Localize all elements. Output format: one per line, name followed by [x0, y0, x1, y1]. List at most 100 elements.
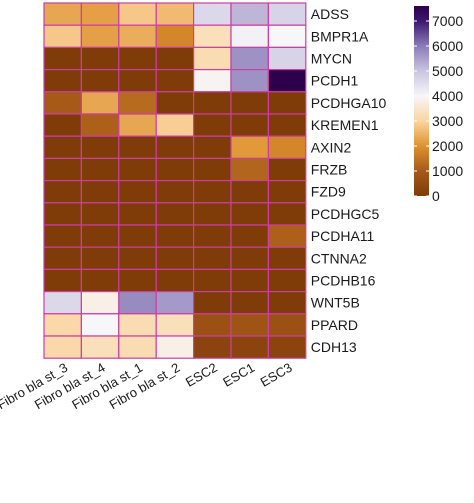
heatmap-cell: [43, 291, 83, 315]
column-label: ESC1: [220, 360, 257, 390]
heatmap-cell: [43, 224, 83, 248]
heatmap-cell: [155, 68, 195, 93]
heatmap-cell: [118, 313, 157, 337]
row-label: KREMEN1: [311, 117, 379, 133]
heatmap-cell: [230, 291, 270, 315]
heatmap-cell: [155, 46, 195, 71]
row-label: PCDHGA10: [311, 95, 387, 111]
heatmap-cell: [230, 313, 270, 337]
colorbar-tick-label: 7000: [432, 13, 463, 29]
column-label: ESC2: [183, 360, 220, 390]
heatmap-cell: [118, 113, 157, 137]
heatmap-cell: [230, 91, 270, 115]
heatmap-cell: [43, 246, 83, 270]
row-label: PCDHGC5: [311, 206, 380, 222]
heatmap-cell: [155, 135, 195, 159]
heatmap-cell: [43, 24, 83, 49]
heatmap-cell: [193, 113, 232, 137]
heatmap-cell: [43, 68, 83, 93]
heatmap-cell: [267, 180, 307, 204]
row-label: PCDHB16: [311, 273, 376, 289]
heatmap-cell: [43, 157, 83, 182]
heatmap-cell: [267, 157, 307, 182]
colorbar-tick-label: 1000: [432, 163, 463, 179]
heatmap-cell: [155, 24, 195, 49]
heatmap-cell: [43, 135, 83, 159]
heatmap-cell: [155, 113, 195, 137]
heatmap-cell: [118, 91, 157, 115]
heatmap-cell: [118, 291, 157, 315]
heatmap-cell: [193, 2, 232, 26]
heatmap-cell: [155, 291, 195, 315]
heatmap-cell: [267, 113, 307, 137]
heatmap-cell: [155, 268, 195, 293]
heatmap-cell: [230, 46, 270, 71]
heatmap-cell: [80, 268, 120, 293]
heatmap-cell: [155, 335, 195, 359]
row-label: MYCN: [311, 51, 352, 67]
heatmap-cell: [193, 268, 232, 293]
colorbar-ticks: 7000 6000 5000 4000 3000 2000 1000 0: [414, 13, 463, 204]
heatmap-cell: [80, 180, 120, 204]
heatmap-cell: [80, 224, 120, 248]
heatmap-cell: [80, 24, 120, 49]
heatmap-cell: [267, 202, 307, 226]
row-label: PPARD: [311, 317, 358, 333]
heatmap-cell: [80, 157, 120, 182]
heatmap-cell: [80, 291, 120, 315]
colorbar-gradient: [414, 6, 429, 196]
row-labels: ADSS BMPR1A MYCN PCDH1 PCDHGA10 KREMEN1 AXIN2 F…: [311, 6, 387, 355]
heatmap-cell: [155, 2, 195, 26]
heatmap-cell: [43, 335, 83, 359]
heatmap-cell: [43, 313, 83, 337]
column-label: ESC3: [258, 360, 295, 390]
heatmap-cell: [118, 2, 157, 26]
heatmap-cell: [155, 246, 195, 270]
heatmap-cell: [230, 224, 270, 248]
heatmap-cell: [193, 313, 232, 337]
heatmap-cell: [230, 202, 270, 226]
heatmap-cell: [193, 246, 232, 270]
heatmap-cell: [80, 202, 120, 226]
heatmap-cell: [118, 180, 157, 204]
heatmap-cell: [193, 335, 232, 359]
row-label: BMPR1A: [311, 28, 369, 44]
heatmap-cell: [267, 46, 307, 71]
colorbar-tick-label: 0: [432, 188, 440, 204]
heatmap-cell: [118, 202, 157, 226]
heatmap-cell: [230, 68, 270, 93]
heatmap-cell: [80, 135, 120, 159]
heatmap-cell: [230, 113, 270, 137]
heatmap-cell: [230, 246, 270, 270]
heatmap-cell: [118, 224, 157, 248]
heatmap-cell: [193, 180, 232, 204]
heatmap-cell: [193, 157, 232, 182]
heatmap-cell: [267, 24, 307, 49]
heatmap-cell: [230, 2, 270, 26]
heatmap-cell: [267, 224, 307, 248]
heatmap-cell: [118, 135, 157, 159]
heatmap-cell: [230, 268, 270, 293]
colorbar-tick-label: 5000: [432, 63, 463, 79]
heatmap-cell: [155, 202, 195, 226]
row-label: WNT5B: [311, 295, 360, 311]
heatmap-cell: [80, 335, 120, 359]
row-label: ADSS: [311, 6, 349, 22]
row-label: PCDH1: [311, 73, 359, 89]
heatmap-cell: [43, 268, 83, 293]
heatmap-cell: [267, 268, 307, 293]
heatmap-cell: [193, 24, 232, 49]
row-label: CDH13: [311, 339, 357, 355]
row-label: FZD9: [311, 184, 346, 200]
heatmap-cell: [267, 246, 307, 270]
heatmap-cell: [118, 68, 157, 93]
heatmap-cell: [43, 113, 83, 137]
heatmap-cell: [43, 202, 83, 226]
heatmap-cell: [230, 135, 270, 159]
heatmap-cell: [193, 68, 232, 93]
heatmap-cell: [193, 291, 232, 315]
row-label: AXIN2: [311, 139, 352, 155]
heatmap-cell: [155, 224, 195, 248]
heatmap-cell: [230, 157, 270, 182]
